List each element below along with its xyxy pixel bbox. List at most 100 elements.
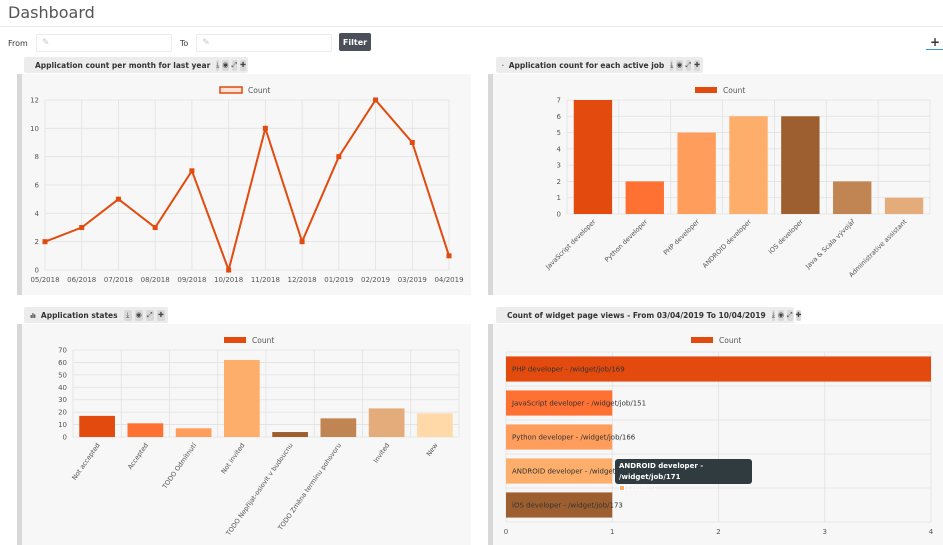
hide-icon[interactable]: ◉ bbox=[222, 59, 229, 71]
x-tick-label: 09/2018 bbox=[177, 276, 206, 284]
widget-title: Count of widget page views - From 03/04/… bbox=[507, 310, 766, 320]
data-point bbox=[42, 239, 48, 245]
bar bbox=[781, 116, 820, 214]
x-tick-label: 12/2018 bbox=[288, 276, 317, 284]
add-widget-button[interactable]: + bbox=[930, 35, 941, 49]
move-icon[interactable]: ✚ bbox=[795, 309, 802, 321]
title-divider bbox=[0, 26, 943, 27]
x-tick-label: New bbox=[425, 441, 440, 458]
bar bbox=[729, 116, 768, 214]
add-widget-underline bbox=[926, 49, 943, 50]
bar-label: JavaScript developer - /widget/job/151 bbox=[511, 400, 646, 408]
bar bbox=[127, 423, 164, 437]
bar-label: PHP developer - /widget/job/169 bbox=[512, 366, 625, 374]
tooltip-body: Count: 1 bbox=[627, 484, 657, 492]
bar bbox=[175, 428, 212, 437]
tooltip-title: ANDROID developer - /widget/job/171 bbox=[619, 462, 704, 481]
to-date-input[interactable]: ✎ bbox=[196, 34, 333, 52]
expand-icon[interactable]: ⤢ bbox=[231, 59, 238, 71]
bar bbox=[417, 413, 453, 437]
expand-icon[interactable]: ⤢ bbox=[145, 309, 154, 321]
widget-left-bar bbox=[17, 324, 22, 545]
legend-swatch bbox=[219, 86, 243, 94]
move-icon[interactable]: ✚ bbox=[240, 59, 246, 71]
widget-title: Application states bbox=[40, 310, 118, 320]
y-tick-label: 10 bbox=[30, 125, 39, 133]
bar bbox=[506, 390, 613, 416]
states-bar-chart: Count 0 10 20 30 40 50 60 70 Not accepted Accepted… bbox=[58, 336, 460, 538]
bar bbox=[224, 359, 260, 437]
y-tick-label: 2 bbox=[557, 178, 561, 186]
hide-icon[interactable]: ◉ bbox=[676, 59, 683, 71]
download-icon[interactable]: ⤓ bbox=[123, 309, 132, 321]
data-point bbox=[373, 97, 379, 103]
x-tick-label: JavaScript developer bbox=[543, 218, 597, 272]
y-tick-label: 4 bbox=[35, 210, 40, 218]
move-icon[interactable]: ✚ bbox=[156, 309, 165, 321]
legend-label: Count bbox=[252, 336, 274, 345]
widget-states: Count 0 10 20 30 40 50 60 70 Not accepted Accepted… bbox=[17, 324, 471, 545]
y-tick-label: 10 bbox=[58, 421, 67, 429]
x-tick-label: 2 bbox=[716, 528, 720, 536]
x-tick-label: Not accepted bbox=[70, 442, 101, 482]
x-tick-label: 02/2019 bbox=[361, 276, 390, 284]
widget-per-job: Count 0 1 2 3 4 5 6 7 JavaScript developer Python … bbox=[488, 74, 943, 295]
bar bbox=[79, 415, 115, 437]
data-point bbox=[262, 125, 268, 131]
bar bbox=[506, 356, 931, 382]
bar-chart-icon bbox=[502, 64, 504, 66]
x-tick-label: 01/2019 bbox=[324, 276, 353, 284]
y-tick-label: 7 bbox=[557, 97, 561, 105]
x-tick-label: iOS developer bbox=[767, 218, 805, 256]
bar bbox=[833, 181, 872, 214]
x-tick-label: 0 bbox=[504, 528, 508, 536]
bar-chart-icon bbox=[30, 313, 36, 318]
x-tick-label: 11/2018 bbox=[251, 276, 280, 284]
legend-swatch bbox=[691, 337, 713, 343]
x-tick-label: TODO Odmítnutí bbox=[160, 441, 198, 491]
y-tick-label: 12 bbox=[30, 97, 39, 105]
legend-label: Count bbox=[723, 86, 745, 95]
widget-header-per-job: Application count for each active job ⤓ … bbox=[496, 57, 703, 73]
y-tick-label: 6 bbox=[557, 113, 562, 121]
widget-left-bar bbox=[17, 74, 22, 295]
data-point bbox=[299, 239, 305, 245]
hide-icon[interactable]: ◉ bbox=[134, 309, 143, 321]
x-tick-label: 06/2018 bbox=[67, 276, 96, 284]
bar bbox=[272, 432, 308, 437]
expand-icon[interactable]: ⤢ bbox=[685, 59, 692, 71]
tooltip-swatch bbox=[619, 485, 625, 491]
filter-bar: From ✎ To ✎ bbox=[8, 33, 340, 53]
legend-swatch bbox=[695, 87, 717, 93]
y-tick-label: 6 bbox=[35, 182, 40, 190]
download-icon[interactable]: ⤓ bbox=[216, 59, 220, 71]
hide-icon[interactable]: ◉ bbox=[777, 309, 784, 321]
data-point bbox=[446, 253, 452, 259]
x-tick-label: 03/2019 bbox=[398, 276, 427, 284]
expand-icon[interactable]: ⤢ bbox=[786, 309, 793, 321]
x-tick-label: 3 bbox=[823, 528, 827, 536]
chart-tooltip: ANDROID developer - /widget/job/171 Coun… bbox=[615, 459, 752, 492]
y-tick-label: 0 bbox=[35, 267, 39, 275]
x-tick-label: Accepted bbox=[126, 442, 150, 471]
x-tick-label: 4 bbox=[929, 528, 934, 536]
y-tick-label: 30 bbox=[58, 396, 67, 404]
bar bbox=[506, 458, 613, 484]
filter-button[interactable]: Filter bbox=[339, 33, 371, 51]
bar-label: iOS developer - /widget/job/173 bbox=[512, 502, 623, 510]
bar bbox=[573, 100, 613, 214]
move-icon[interactable]: ✚ bbox=[694, 59, 700, 71]
bar bbox=[368, 408, 405, 437]
y-tick-label: 4 bbox=[557, 145, 562, 153]
y-tick-label: 5 bbox=[557, 129, 561, 137]
from-date-input[interactable]: ✎ bbox=[35, 34, 172, 52]
x-tick-label: 07/2018 bbox=[104, 276, 133, 284]
data-point bbox=[79, 225, 85, 230]
x-tick-label: 08/2018 bbox=[141, 276, 170, 284]
bar-label: ANDROID developer - /widget/job/171 bbox=[512, 468, 644, 476]
widget-header-states: Application states ⤓ ◉ ⤢ ✚ bbox=[24, 307, 168, 323]
widget-header-monthly: Application count per month for last yea… bbox=[24, 57, 248, 73]
download-icon[interactable]: ⤓ bbox=[771, 309, 775, 321]
views-bar-chart: Count 0 1 2 3 4 PHP developer - /widget/job/16… bbox=[504, 336, 934, 536]
download-icon[interactable]: ⤓ bbox=[670, 59, 674, 71]
